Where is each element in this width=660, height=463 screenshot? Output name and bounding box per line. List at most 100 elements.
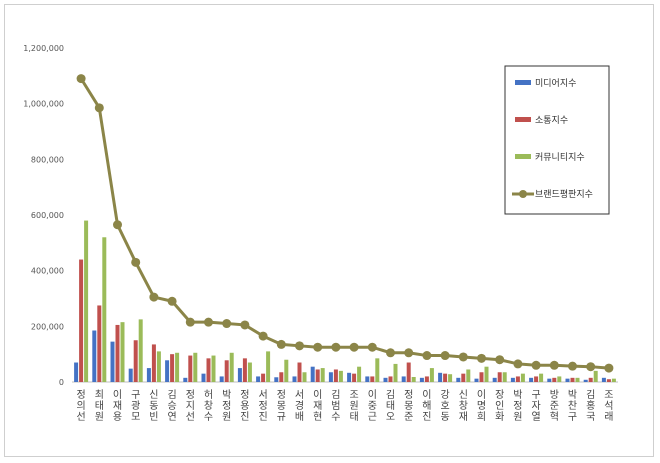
bar-소통지수 bbox=[170, 354, 175, 382]
line-point bbox=[568, 361, 577, 371]
bar-미디어지수 bbox=[419, 377, 424, 382]
line-point bbox=[604, 363, 614, 373]
bar-소통지수 bbox=[424, 376, 429, 382]
bar-소통지수 bbox=[606, 379, 611, 382]
bar-소통지수 bbox=[151, 344, 156, 382]
bar-소통지수 bbox=[497, 372, 502, 382]
category-labels: 정 의 선 최 태 원 이 재 용 구 광 모 신 동 빈 김 승 연 정 지 선 허 창 수 박 정 원 정 용 진 서 정 진 정 몽 규 서 경 배 이… bbox=[76, 389, 613, 423]
bar-미디어지수 bbox=[401, 376, 406, 382]
bar-미디어지수 bbox=[292, 376, 297, 382]
bar-소통지수 bbox=[370, 376, 375, 382]
legend-marker bbox=[519, 190, 527, 198]
bar-미디어지수 bbox=[183, 377, 188, 382]
line-point bbox=[167, 296, 177, 306]
bar-소통지수 bbox=[388, 376, 393, 382]
line-point bbox=[222, 319, 232, 329]
bar-커뮤니티지수 bbox=[502, 372, 507, 382]
bar-커뮤니티지수 bbox=[575, 377, 580, 382]
bar-소통지수 bbox=[261, 373, 266, 382]
bar-커뮤니티지수 bbox=[156, 351, 161, 382]
bar-커뮤니티지수 bbox=[175, 352, 180, 382]
bar-소통지수 bbox=[97, 305, 102, 382]
bar-소통지수 bbox=[588, 377, 593, 382]
bar-소통지수 bbox=[352, 373, 357, 382]
bar-미디어지수 bbox=[583, 379, 588, 382]
bar-커뮤니티지수 bbox=[211, 355, 216, 382]
line-point bbox=[495, 355, 505, 365]
bar-커뮤니티지수 bbox=[193, 352, 198, 382]
line-point bbox=[204, 317, 213, 327]
line-point bbox=[295, 341, 304, 351]
line-point bbox=[276, 339, 286, 349]
bar-커뮤니티지수 bbox=[320, 368, 325, 382]
bar-미디어지수 bbox=[92, 330, 97, 382]
bar-미디어지수 bbox=[201, 373, 206, 382]
line-point bbox=[386, 348, 395, 358]
bar-미디어지수 bbox=[256, 376, 261, 382]
bar-소통지수 bbox=[206, 358, 211, 382]
line-point bbox=[422, 351, 432, 361]
bar-미디어지수 bbox=[492, 377, 497, 382]
line-point bbox=[149, 292, 159, 302]
legend-swatch bbox=[515, 154, 531, 159]
bar-커뮤니티지수 bbox=[375, 358, 380, 382]
line-series bbox=[76, 74, 614, 373]
bar-미디어지수 bbox=[601, 377, 606, 382]
legend-label: 브랜드평판지수 bbox=[535, 189, 593, 200]
bar-소통지수 bbox=[570, 377, 575, 382]
bar-미디어지수 bbox=[438, 372, 443, 382]
bar-소통지수 bbox=[333, 369, 338, 382]
bar-미디어지수 bbox=[328, 372, 333, 382]
bar-커뮤니티지수 bbox=[593, 370, 598, 382]
bar-소통지수 bbox=[224, 360, 229, 382]
line-point bbox=[331, 342, 341, 352]
legend-label: 소통지수 bbox=[535, 115, 568, 126]
line-point bbox=[440, 351, 450, 361]
bars bbox=[74, 220, 616, 382]
bar-커뮤니티지수 bbox=[120, 322, 125, 382]
y-axis-ticks: 0 200,000 400,000 600,000 800,000 1,000,000 1,… bbox=[23, 44, 64, 387]
bar-커뮤니티지수 bbox=[229, 352, 234, 382]
bar-소통지수 bbox=[79, 259, 84, 382]
line-point bbox=[531, 360, 541, 370]
line-point bbox=[477, 353, 486, 363]
bar-커뮤니티지수 bbox=[557, 376, 562, 382]
bar-커뮤니티지수 bbox=[247, 362, 252, 382]
legend-label: 커뮤니티지수 bbox=[535, 152, 585, 163]
line-point bbox=[549, 360, 559, 370]
bar-커뮤니티지수 bbox=[448, 374, 453, 382]
line-point bbox=[131, 257, 141, 267]
bar-커뮤니티지수 bbox=[429, 368, 434, 382]
bar-커뮤니티지수 bbox=[138, 319, 143, 382]
bar-미디어지수 bbox=[219, 376, 224, 382]
line-point bbox=[258, 331, 268, 341]
bar-커뮤니티지수 bbox=[102, 237, 107, 382]
line-point bbox=[458, 352, 468, 362]
bar-미디어지수 bbox=[110, 341, 115, 382]
bar-소통지수 bbox=[406, 362, 411, 382]
bar-미디어지수 bbox=[474, 378, 479, 382]
